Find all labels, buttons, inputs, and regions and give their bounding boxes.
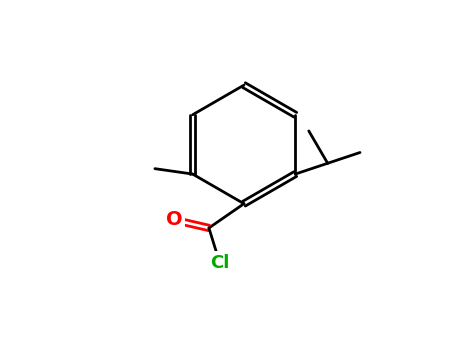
Text: O: O <box>166 210 182 229</box>
Text: Cl: Cl <box>210 254 229 272</box>
